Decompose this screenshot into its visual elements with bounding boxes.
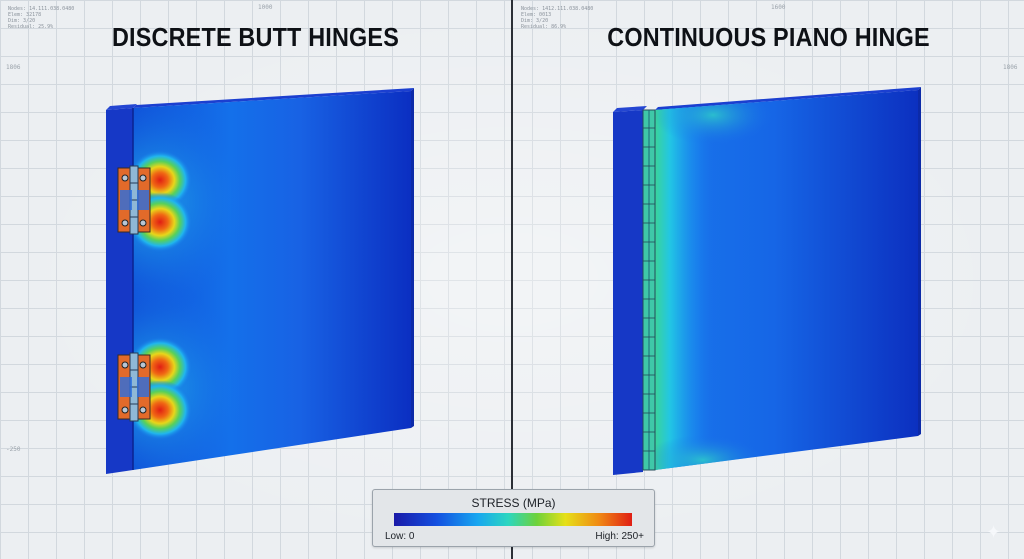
piano-hinge-strip <box>642 109 656 471</box>
stress-band <box>655 90 715 470</box>
legend-low-label: Low: 0 <box>385 531 415 542</box>
axis-tick: -250 <box>6 446 21 453</box>
axis-tick: 1600 <box>771 4 786 11</box>
info-line: Elem: 32178 <box>8 12 42 18</box>
info-line: Dim: 3/20 <box>521 18 549 24</box>
right-info-panel: Nodes: 1412.111.038.0480 Elem: 0013 Dim:… <box>521 6 593 30</box>
info-line: Nodes: 1412.111.038.0480 <box>521 6 594 12</box>
door-frame-jamb <box>613 110 643 475</box>
viewport-discrete-hinges[interactable]: Nodes: 14.111.038.0480 Elem: 32178 Dim: … <box>0 0 511 559</box>
butt-hinge-upper <box>117 165 151 235</box>
door-side-edge <box>411 88 414 428</box>
info-line: Dim: 3/20 <box>8 18 36 24</box>
door-model-piano <box>613 87 921 475</box>
info-line: Residual: 25.9% <box>8 24 54 30</box>
butt-hinge-lower <box>117 352 151 422</box>
legend-title: STRESS (MPa) <box>471 496 556 510</box>
axis-tick: 1000 <box>258 4 273 11</box>
viewport-piano-hinge[interactable]: Nodes: 1412.111.038.0480 Elem: 0013 Dim:… <box>513 0 1024 559</box>
door-top-edge <box>655 87 921 110</box>
info-line: Nodes: 14.111.038.0480 <box>8 6 75 12</box>
info-line: Elem: 0013 <box>521 12 552 18</box>
viewport-divider[interactable] <box>511 0 513 559</box>
door-panel <box>655 90 918 470</box>
info-line: Residual: 86.9% <box>521 24 567 30</box>
right-view-title: CONTINUOUS PIANO HINGE <box>607 22 930 52</box>
legend-color-bar <box>394 513 632 526</box>
axis-tick: 1806 <box>1003 64 1018 71</box>
door-side-edge <box>918 87 921 436</box>
left-info-panel: Nodes: 14.111.038.0480 Elem: 32178 Dim: … <box>8 6 74 30</box>
axis-tick: 1806 <box>6 64 21 71</box>
door-model-discrete <box>106 88 414 474</box>
left-view-title: DISCRETE BUTT HINGES <box>111 22 400 52</box>
legend-high-label: High: 250+ <box>595 531 644 542</box>
door-top-edge <box>133 88 414 108</box>
stress-legend: STRESS (MPa) Low: 0 High: 250+ <box>372 489 655 547</box>
sparkle-icon: ✦ <box>986 522 1002 542</box>
